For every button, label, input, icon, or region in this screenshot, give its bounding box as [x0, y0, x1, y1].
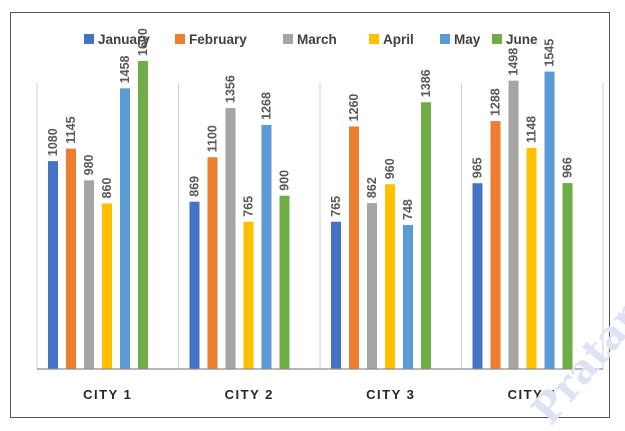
data-label-may-city-3: 748	[401, 199, 415, 220]
legend-swatch-january	[84, 34, 94, 44]
bar-june-city-3	[421, 102, 431, 369]
bar-may-city-2	[261, 124, 272, 369]
legend-label-may: May	[454, 32, 481, 47]
bar-january-city-4	[472, 183, 483, 369]
data-label-march-city-2: 1356	[224, 75, 238, 103]
legend-swatch-february	[175, 34, 185, 44]
category-label-city-3: CITY 3	[366, 387, 415, 402]
bar-february-city-3	[349, 126, 359, 369]
bar-april-city-4	[526, 148, 537, 369]
legend-label-february: February	[189, 32, 247, 47]
bars	[48, 61, 573, 370]
category-label-city-4: CITY 4	[508, 387, 557, 402]
bar-june-city-4	[562, 183, 573, 369]
category-dividers	[36, 83, 604, 369]
bar-march-city-4	[508, 80, 519, 369]
data-label-may-city-2: 1268	[260, 92, 274, 120]
bar-february-city-1	[66, 148, 76, 369]
data-label-april-city-2: 765	[242, 196, 256, 217]
data-label-january-city-2: 869	[188, 176, 202, 197]
bar-april-city-2	[243, 221, 254, 369]
data-label-may-city-1: 1458	[118, 55, 132, 83]
bar-march-city-3	[367, 203, 377, 369]
bar-march-city-1	[84, 180, 94, 369]
bar-february-city-4	[490, 121, 501, 369]
data-label-june-city-1: 1600	[136, 28, 150, 56]
chart-frame: January February March April May June 1080 114…	[10, 12, 610, 418]
bar-chart: January February March April May June 1080 114…	[36, 28, 604, 402]
data-label-june-city-3: 1386	[419, 69, 433, 97]
bar-may-city-3	[403, 225, 413, 369]
data-label-january-city-4: 965	[471, 157, 485, 178]
bar-may-city-4	[544, 71, 555, 370]
data-label-january-city-1: 1080	[46, 128, 60, 156]
bar-march-city-2	[225, 107, 236, 369]
data-label-february-city-2: 1100	[206, 125, 220, 152]
legend-label-june: June	[506, 32, 538, 47]
category-label-city-1: CITY 1	[83, 387, 132, 402]
legend-swatch-june	[492, 34, 502, 44]
data-label-february-city-4: 1288	[489, 88, 503, 116]
legend-swatch-may	[440, 34, 450, 44]
legend: January February March April May June	[84, 32, 538, 47]
bar-june-city-1	[138, 61, 148, 369]
data-label-february-city-1: 1145	[64, 116, 78, 143]
data-label-june-city-2: 900	[278, 170, 292, 191]
data-label-april-city-1: 860	[100, 178, 114, 199]
bar-february-city-2	[207, 157, 218, 369]
bar-june-city-2	[279, 195, 290, 369]
data-label-march-city-3: 862	[365, 177, 379, 198]
bar-january-city-1	[48, 161, 58, 369]
bar-january-city-2	[189, 201, 200, 369]
data-label-april-city-4: 1148	[525, 116, 539, 143]
data-label-june-city-4: 966	[561, 157, 575, 178]
legend-label-january: January	[98, 32, 150, 47]
data-label-april-city-3: 960	[383, 158, 397, 179]
data-label-march-city-1: 980	[82, 154, 96, 175]
bar-april-city-3	[385, 184, 395, 369]
data-label-may-city-4: 1545	[543, 39, 557, 67]
data-label-february-city-3: 1260	[347, 94, 361, 122]
value-labels: 1080 1145 980 860 1458 1600 869 1100 1356 765 1268…	[46, 28, 575, 220]
bar-may-city-1	[120, 88, 130, 370]
bar-april-city-1	[102, 203, 112, 369]
category-label-city-2: CITY 2	[225, 387, 274, 402]
data-label-march-city-4: 1498	[507, 48, 521, 76]
legend-label-april: April	[383, 32, 414, 47]
bar-january-city-3	[331, 221, 341, 369]
legend-swatch-march	[283, 34, 293, 44]
legend-label-march: March	[297, 32, 337, 47]
category-labels: CITY 1 CITY 2 CITY 3 CITY 4	[83, 387, 557, 402]
data-label-january-city-3: 765	[329, 196, 343, 217]
legend-swatch-april	[369, 34, 379, 44]
